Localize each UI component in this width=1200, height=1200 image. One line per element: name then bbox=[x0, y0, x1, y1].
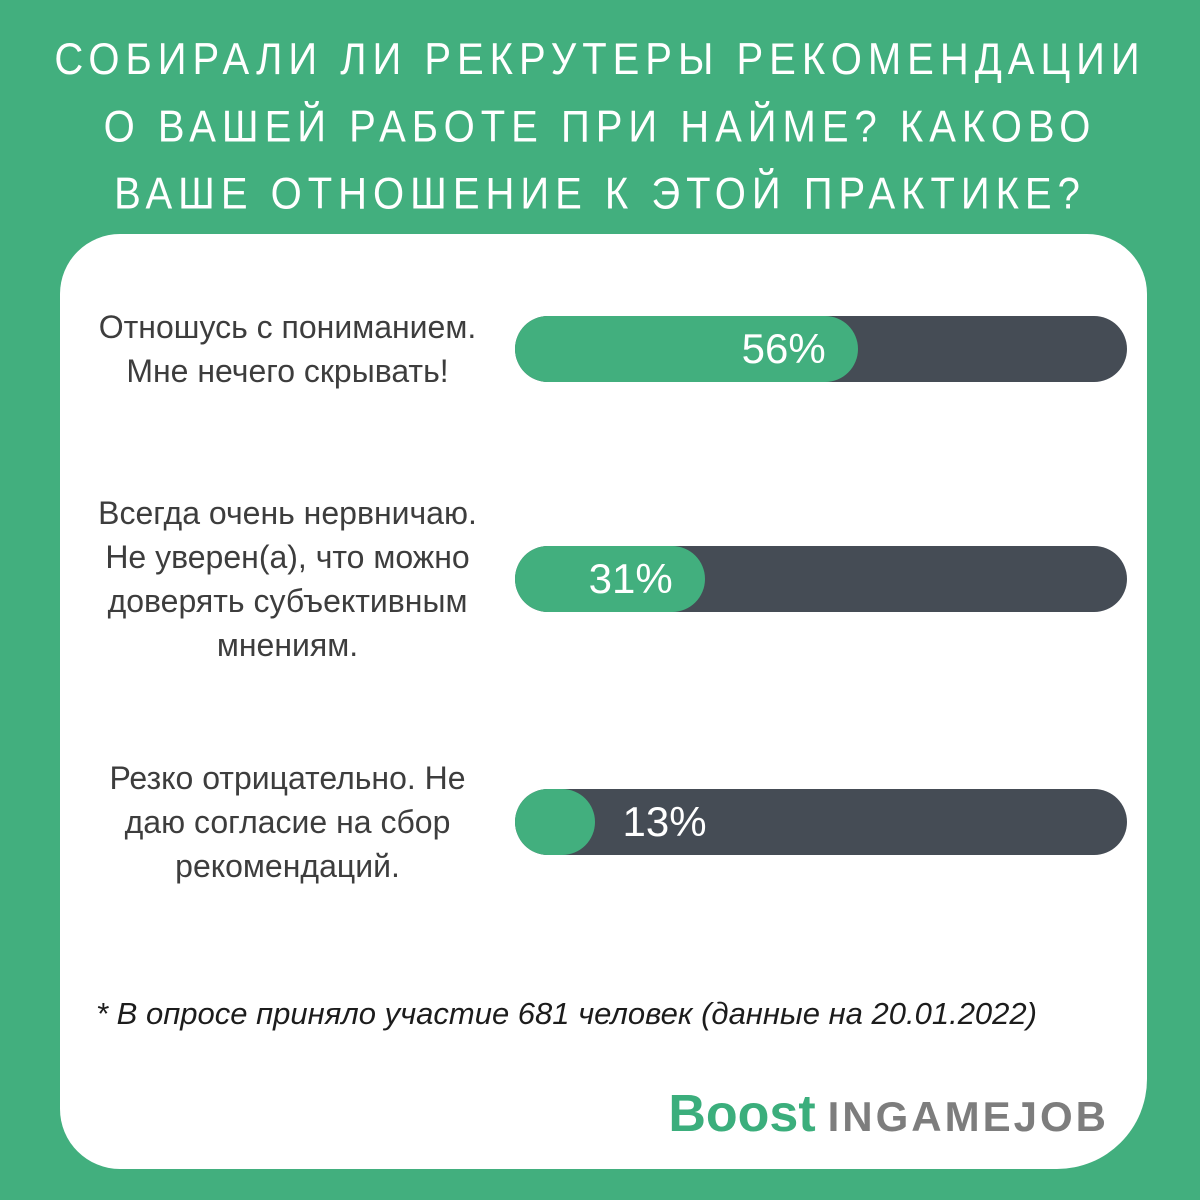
chart-card: Отношусь с пониманием. Мне нечего скрыва… bbox=[60, 234, 1147, 1169]
bar-fill-2: 31% bbox=[515, 546, 705, 612]
answer-label-3: Резко отрицательно. Не даю согласие на с… bbox=[109, 759, 466, 884]
bar-track-2: 31% bbox=[515, 546, 1127, 612]
bar-fill-1: 56% bbox=[515, 316, 858, 382]
bar-value-label-3: 13% bbox=[622, 797, 707, 845]
bar-value-label-1: 56% bbox=[741, 325, 826, 372]
title-line-2: О ВАШЕЙ РАБОТЕ ПРИ НАЙМЕ? КАКОВО bbox=[103, 102, 1097, 152]
survey-row-3: Резко отрицательно. Не даю согласие на с… bbox=[90, 739, 1127, 904]
survey-question-title: СОБИРАЛИ ЛИ РЕКРУТЕРЫ РЕКОМЕНДАЦИИ О ВАШ… bbox=[0, 26, 1200, 228]
answer-label-2: Всегда очень нервничаю. Не уверен(а), чт… bbox=[98, 495, 477, 663]
title-line-1: СОБИРАЛИ ЛИ РЕКРУТЕРЫ РЕКОМЕНДАЦИИ bbox=[54, 34, 1146, 85]
bar-value-label-2: 31% bbox=[588, 555, 673, 602]
bar-track-1: 56% bbox=[515, 316, 1127, 382]
sample-size-footnote: * В опросе приняло участие 681 человек (… bbox=[96, 996, 1037, 1031]
bar-fill-3 bbox=[515, 788, 595, 855]
survey-row-2: Всегда очень нервничаю. Не уверен(а), чт… bbox=[90, 489, 1127, 669]
title-line-3: ВАШЕ ОТНОШЕНИЕ К ЭТОЙ ПРАКТИКЕ? bbox=[114, 169, 1086, 219]
boost-ingamejob-logo: Boost INGAMEJOB bbox=[668, 1084, 1109, 1144]
bar-track-3: 13% bbox=[515, 788, 1127, 855]
survey-row-1: Отношусь с пониманием. Мне нечего скрыва… bbox=[90, 289, 1127, 409]
logo-text-boost: Boost bbox=[668, 1085, 816, 1143]
answer-label-1: Отношусь с пониманием. Мне нечего скрыва… bbox=[98, 309, 477, 389]
logo-text-ingamejob: INGAMEJOB bbox=[827, 1093, 1109, 1140]
